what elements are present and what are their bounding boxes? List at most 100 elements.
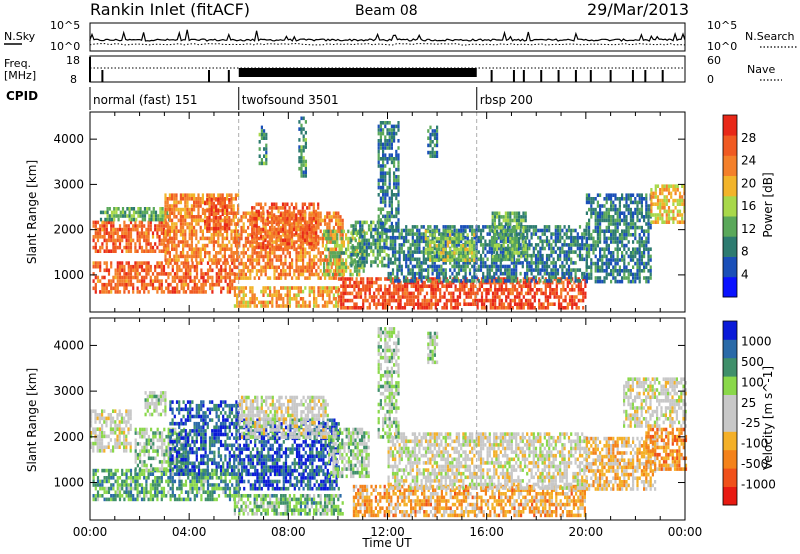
echo-cell (601, 261, 604, 266)
echo-cell (364, 298, 367, 303)
echo-cell (273, 245, 276, 250)
echo-cell (443, 295, 446, 299)
echo-cell (273, 234, 276, 239)
echo-cell (188, 233, 191, 237)
echo-cell (349, 269, 352, 273)
echo-cell (543, 232, 546, 236)
echo-cell (448, 240, 452, 244)
echo-cell (473, 261, 476, 265)
echo-cell (614, 236, 617, 241)
echo-cell (304, 304, 307, 308)
echo-cell (527, 298, 530, 303)
echo-cell (599, 251, 602, 255)
echo-cell (158, 286, 161, 291)
echo-cell (394, 257, 397, 262)
echo-cell (486, 257, 489, 262)
echo-cell (616, 247, 619, 251)
echo-cell (270, 216, 274, 221)
echo-cell (603, 254, 606, 259)
echo-cell (223, 236, 226, 241)
echo-cell (337, 288, 341, 292)
echo-cell (524, 229, 527, 234)
echo-cell (159, 214, 162, 218)
echo-cell (531, 302, 534, 306)
echo-cell (349, 272, 352, 277)
echo-cell (590, 204, 593, 208)
echo-cell (511, 243, 514, 248)
echo-cell (166, 229, 169, 233)
echo-cell (466, 233, 469, 237)
echo-cell (529, 306, 532, 310)
echo-cell (268, 242, 271, 246)
echo-cell (513, 302, 517, 306)
echo-cell (376, 263, 379, 268)
echo-cell (618, 240, 621, 244)
echo-cell (99, 249, 102, 253)
echo-cell (116, 238, 119, 243)
echo-cell (176, 290, 179, 294)
echo-cell (574, 243, 577, 247)
echo-cell (206, 193, 209, 197)
echo-cell (156, 224, 159, 228)
echo-cell (230, 193, 233, 197)
echo-cell (249, 297, 252, 301)
echo-cell (446, 258, 449, 262)
echo-cell (251, 265, 254, 270)
echo-cell (173, 272, 177, 276)
echo-cell (440, 257, 443, 262)
echo-cell (392, 277, 396, 281)
echo-cell (390, 306, 393, 310)
echo-cell (472, 298, 475, 303)
echo-cell (585, 197, 588, 201)
echo-cell (319, 269, 322, 273)
echo-cell (204, 254, 207, 259)
echo-cell (286, 202, 289, 207)
echo-cell (191, 264, 194, 269)
echo-cell (457, 271, 461, 276)
echo-cell (444, 261, 447, 265)
echo-cell (596, 269, 599, 273)
echo-cell (244, 265, 247, 270)
echo-cell (258, 251, 261, 255)
echo-cell (550, 279, 553, 283)
echo-cell (588, 207, 591, 212)
echo-cell (286, 238, 289, 243)
echo-cell (625, 251, 628, 255)
echo-cell (193, 204, 196, 208)
echo-cell (464, 254, 467, 259)
echo-cell (340, 295, 343, 299)
echo-cell (247, 240, 250, 244)
echo-cell (244, 261, 247, 266)
echo-cell (532, 268, 535, 272)
echo-cell (123, 227, 126, 232)
echo-cell (394, 250, 397, 254)
echo-cell (291, 222, 294, 226)
echo-cell (361, 249, 364, 253)
echo-cell (458, 284, 462, 288)
echo-cell (118, 245, 122, 250)
echo-cell (293, 233, 296, 237)
echo-cell (584, 284, 587, 288)
echo-cell (453, 225, 456, 229)
echo-cell (392, 298, 396, 303)
echo-cell (379, 295, 382, 299)
echo-cell (210, 236, 213, 241)
echo-cell (107, 272, 111, 276)
echo-cell (616, 229, 619, 233)
echo-cell (501, 246, 505, 251)
echo-cell (463, 284, 466, 288)
echo-cell (324, 258, 327, 262)
echo-cell (463, 280, 466, 285)
echo-cell (474, 291, 477, 296)
echo-cell (429, 279, 432, 283)
echo-cell (443, 302, 446, 306)
echo-cell (407, 232, 410, 236)
echo-cell (396, 279, 399, 283)
echo-cell (448, 233, 452, 237)
echo-cell (482, 246, 485, 251)
echo-cell (284, 304, 287, 308)
echo-cell (336, 244, 339, 248)
echo-cell (389, 257, 392, 262)
echo-cell (221, 247, 224, 251)
echo-cell (105, 268, 108, 273)
